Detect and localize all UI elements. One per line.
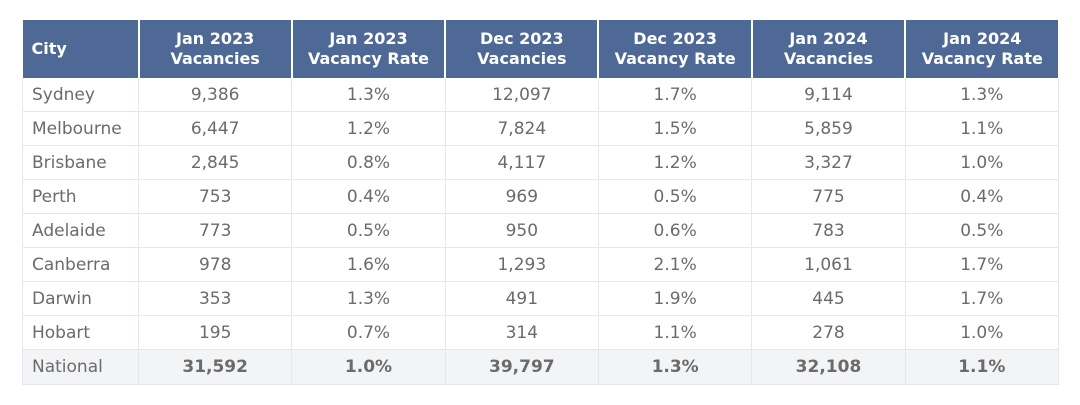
city-cell: Hobart	[22, 315, 139, 350]
table-row: Melbourne 6,447 1.2% 7,824 1.5% 5,859 1.1%	[22, 111, 1059, 146]
value-cell: 0.8%	[291, 145, 446, 180]
column-header: Jan 2023 Vacancy Rate	[290, 20, 446, 78]
column-header-line: Dec 2023	[633, 29, 717, 48]
table-row: Brisbane 2,845 0.8% 4,117 1.2% 3,327 1.0%	[22, 145, 1059, 180]
value-cell: 491	[444, 281, 599, 316]
city-cell: Adelaide	[22, 213, 139, 248]
value-cell: 1.1%	[904, 111, 1059, 146]
table-row: Darwin 353 1.3% 491 1.9% 445 1.7%	[22, 281, 1059, 316]
value-cell: 12,097	[444, 78, 599, 112]
value-cell: 1.9%	[597, 281, 752, 316]
city-cell: Sydney	[22, 78, 139, 112]
column-header-line: City	[31, 39, 67, 58]
value-cell: 1.5%	[597, 111, 752, 146]
table-row: Perth 753 0.4% 969 0.5% 775 0.4%	[22, 179, 1059, 214]
value-cell: 1.7%	[597, 78, 752, 112]
value-cell: 0.5%	[904, 213, 1059, 248]
value-cell: 353	[137, 281, 292, 316]
value-cell: 950	[444, 213, 599, 248]
value-cell: 783	[751, 213, 906, 248]
value-cell: 5,859	[751, 111, 906, 146]
table-body: Sydney 9,386 1.3% 12,097 1.7% 9,114 1.3% Melbou…	[22, 78, 1059, 385]
value-cell: 1,293	[444, 247, 599, 282]
table-header: City Jan 2023 Vacancies Jan 2023 Vacancy Rat…	[22, 20, 1059, 78]
value-cell: 2.1%	[597, 247, 752, 282]
column-header: Jan 2024 Vacancy Rate	[904, 20, 1059, 78]
vacancy-table: City Jan 2023 Vacancies Jan 2023 Vacancy Rat…	[22, 20, 1059, 385]
table-row: Adelaide 773 0.5% 950 0.6% 783 0.5%	[22, 213, 1059, 248]
value-cell: 753	[137, 179, 292, 214]
value-cell: 1.3%	[291, 281, 446, 316]
value-cell: 0.6%	[597, 213, 752, 248]
column-header-line: Vacancies	[170, 49, 260, 68]
value-cell: 1.0%	[904, 145, 1059, 180]
vacancy-table-container: City Jan 2023 Vacancies Jan 2023 Vacancy Rat…	[22, 20, 1059, 385]
column-header-line: Dec 2023	[479, 29, 564, 48]
value-cell: 1.0%	[904, 315, 1059, 350]
value-cell: 1.2%	[291, 111, 446, 146]
value-cell: 1.2%	[597, 145, 752, 180]
column-header: Jan 2023 Vacancies	[137, 20, 292, 78]
column-header-line: Vacancy Rate	[307, 49, 430, 68]
column-header: Jan 2024 Vacancies	[750, 20, 906, 78]
city-cell: National	[22, 349, 139, 385]
city-cell: Brisbane	[22, 145, 139, 180]
total-row: National 31,592 1.0% 39,797 1.3% 32,108 1.1%	[22, 349, 1059, 385]
value-cell: 1.1%	[597, 315, 752, 350]
header-row: City Jan 2023 Vacancies Jan 2023 Vacancy Rat…	[22, 20, 1059, 78]
value-cell: 314	[444, 315, 599, 350]
value-cell: 1.6%	[291, 247, 446, 282]
column-header-line: Jan 2024	[789, 29, 868, 48]
value-cell: 31,592	[137, 349, 292, 385]
value-cell: 6,447	[137, 111, 292, 146]
table-row: Sydney 9,386 1.3% 12,097 1.7% 9,114 1.3%	[22, 78, 1059, 112]
city-cell: Darwin	[22, 281, 139, 316]
value-cell: 9,386	[137, 78, 292, 112]
value-cell: 0.4%	[904, 179, 1059, 214]
value-cell: 445	[751, 281, 906, 316]
value-cell: 0.7%	[291, 315, 446, 350]
column-header-line: Jan 2023	[176, 29, 255, 48]
value-cell: 969	[444, 179, 599, 214]
value-cell: 1.3%	[904, 78, 1059, 112]
column-header-line: Vacancies	[783, 49, 874, 68]
value-cell: 1.3%	[597, 349, 752, 385]
value-cell: 0.5%	[291, 213, 446, 248]
column-header: Dec 2023 Vacancies	[444, 20, 599, 78]
value-cell: 1,061	[751, 247, 906, 282]
value-cell: 775	[751, 179, 906, 214]
value-cell: 2,845	[137, 145, 292, 180]
city-cell: Perth	[22, 179, 139, 214]
column-header: Dec 2023 Vacancy Rate	[597, 20, 752, 78]
column-header-line: Vacancy Rate	[614, 49, 736, 68]
city-cell: Melbourne	[22, 111, 139, 146]
city-cell: Canberra	[22, 247, 139, 282]
column-header-line: Vacancy Rate	[921, 49, 1043, 68]
value-cell: 9,114	[751, 78, 906, 112]
value-cell: 0.5%	[597, 179, 752, 214]
value-cell: 278	[751, 315, 906, 350]
value-cell: 1.7%	[904, 247, 1059, 282]
value-cell: 1.3%	[291, 78, 446, 112]
value-cell: 1.7%	[904, 281, 1059, 316]
column-header-line: Vacancies	[477, 49, 567, 68]
value-cell: 195	[137, 315, 292, 350]
table-row: Canberra 978 1.6% 1,293 2.1% 1,061 1.7%	[22, 247, 1059, 282]
value-cell: 1.0%	[291, 349, 446, 385]
value-cell: 1.1%	[904, 349, 1059, 385]
value-cell: 0.4%	[291, 179, 446, 214]
value-cell: 32,108	[751, 349, 906, 385]
value-cell: 7,824	[444, 111, 599, 146]
value-cell: 3,327	[751, 145, 906, 180]
column-header-line: Jan 2024	[943, 29, 1022, 48]
column-header-line: Jan 2023	[329, 29, 408, 48]
column-header-city: City	[22, 20, 139, 78]
table-row: Hobart 195 0.7% 314 1.1% 278 1.0%	[22, 315, 1059, 350]
value-cell: 4,117	[444, 145, 599, 180]
value-cell: 773	[137, 213, 292, 248]
value-cell: 978	[137, 247, 292, 282]
value-cell: 39,797	[444, 349, 599, 385]
